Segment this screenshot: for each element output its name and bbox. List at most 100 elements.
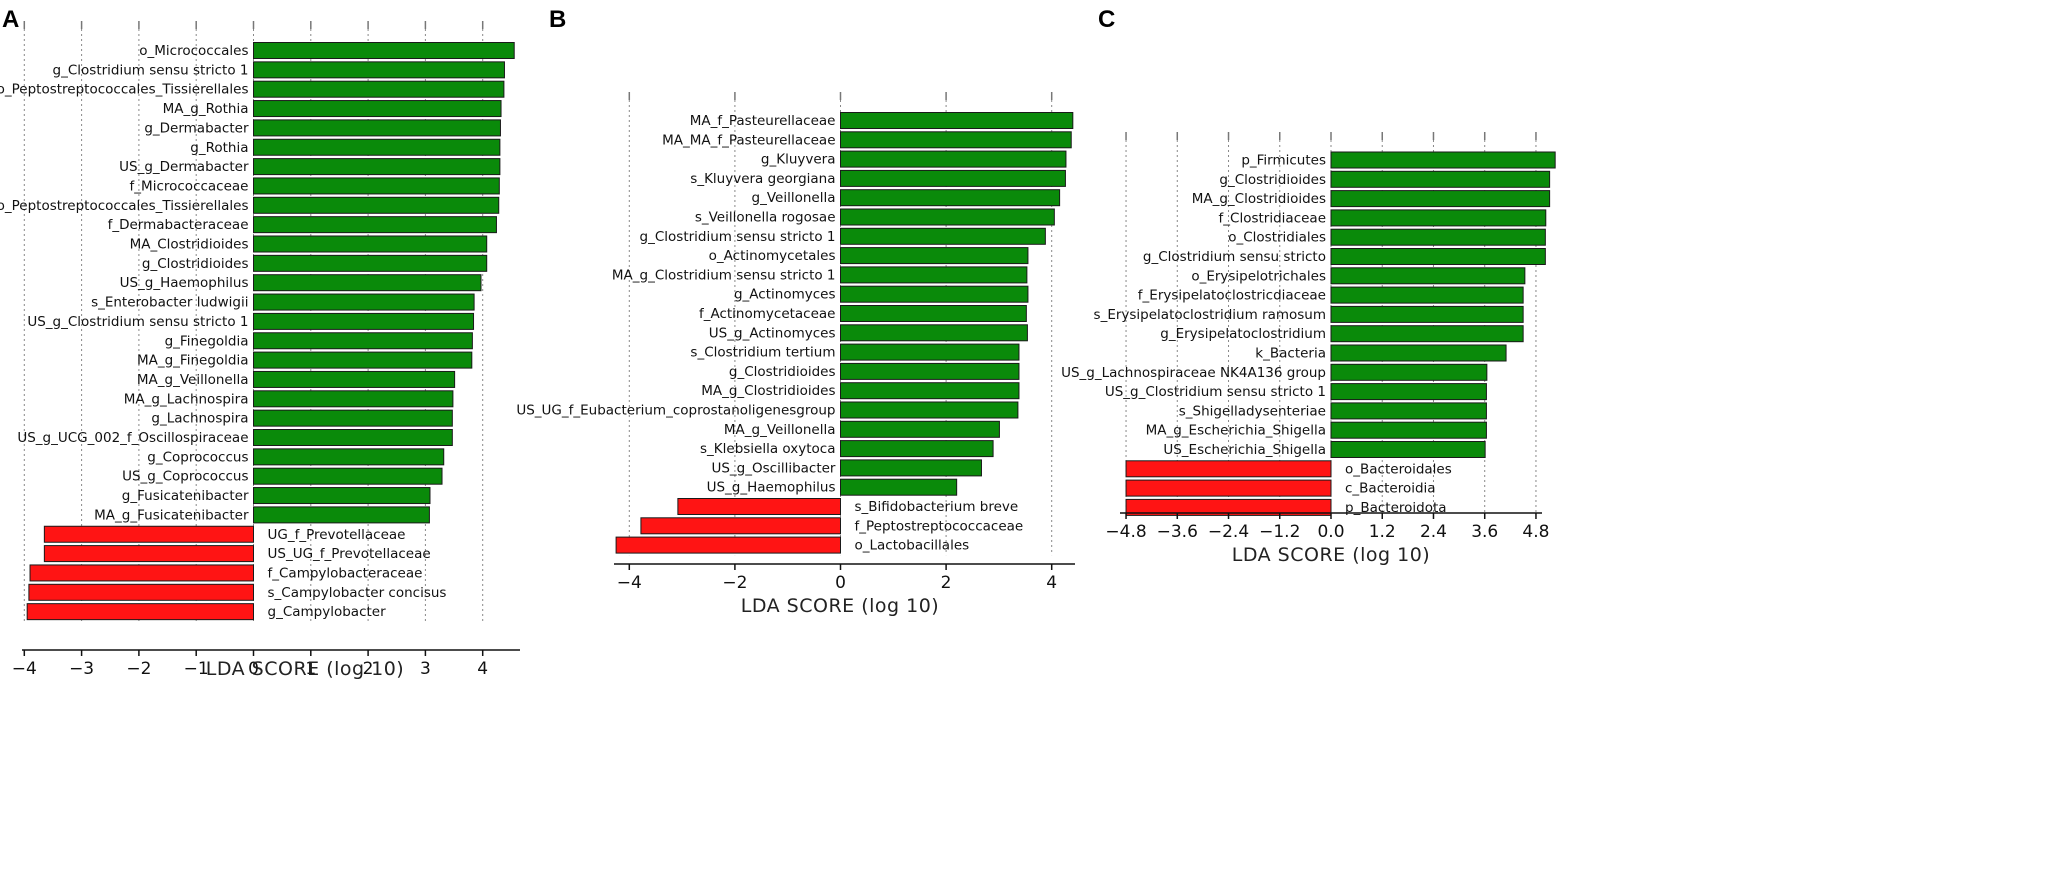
bar-a-16 <box>253 351 473 369</box>
bar-label-c-15: US_Escherichia_Shigella <box>1163 442 1326 458</box>
x-tick-label-a-7: 3 <box>420 659 431 679</box>
panel-letter-b: B <box>549 6 566 33</box>
bar-b-16 <box>840 420 1000 438</box>
bar-a-6 <box>253 158 501 176</box>
bar-label-b-22: o_Lactobacillales <box>855 538 970 554</box>
bar-a-18 <box>253 390 454 408</box>
bar-label-c-9: g_Erysipelatoclostridium <box>1160 326 1326 342</box>
bar-a-24 <box>253 506 430 524</box>
bar-label-b-10: f_Actinomycetaceae <box>699 306 836 322</box>
bar-label-a-11: g_Clostridioides <box>142 256 249 272</box>
bar-a-23 <box>253 487 431 505</box>
bar-label-c-11: US_g_Lachnospiraceae NK4A136 group <box>1061 365 1326 381</box>
x-tick-label-c-3: −1.2 <box>1259 522 1300 542</box>
bar-label-b-5: s_Veillonella rogosae <box>695 210 836 226</box>
bar-label-a-3: MA_g_Rothia <box>163 101 249 117</box>
x-tick-label-a-4: 0 <box>248 659 259 679</box>
x-tick-label-b-2: 0 <box>835 573 846 593</box>
bar-label-c-14: MA_g_Escherichia_Shigella <box>1146 423 1326 439</box>
bar-label-a-28: s_Campylobacter concisus <box>268 585 447 601</box>
bar-c-12 <box>1330 383 1487 401</box>
x-tick-label-c-2: −2.4 <box>1208 522 1249 542</box>
x-tick-label-a-8: 4 <box>477 659 488 679</box>
bar-label-a-7: f_Micrococcaceae <box>130 178 249 194</box>
bar-a-11 <box>253 254 488 272</box>
bar-b-13 <box>840 362 1020 380</box>
bar-label-b-19: US_g_Haemophilus <box>707 480 836 496</box>
bar-b-17 <box>840 440 994 458</box>
bar-label-c-4: o_Clostridiales <box>1228 230 1326 246</box>
bar-label-c-12: US_g_Clostridium sensu stricto 1 <box>1105 384 1326 400</box>
bar-label-a-16: MA_g_Finegoldia <box>137 353 249 369</box>
bar-a-13 <box>253 293 475 311</box>
x-tick-label-b-0: −4 <box>617 573 642 593</box>
bar-a-5 <box>253 138 501 156</box>
bar-c-11 <box>1330 363 1488 381</box>
bar-label-b-17: s_Klebsiella oxytoca <box>700 441 836 457</box>
bar-c-10 <box>1330 344 1507 362</box>
bar-a-26 <box>43 545 255 563</box>
bar-a-14 <box>253 312 475 330</box>
bar-label-a-10: MA_Clostridioides <box>130 237 249 253</box>
bar-label-b-9: g_Actinomyces <box>734 287 836 303</box>
bar-b-2 <box>840 150 1067 168</box>
bar-label-c-5: g_Clostridium sensu stricto <box>1143 249 1326 265</box>
bar-label-a-19: g_Lachnospira <box>151 411 248 427</box>
bar-label-a-13: s_Enterobacter ludwigii <box>91 295 248 311</box>
bar-a-10 <box>253 235 488 253</box>
bar-b-10 <box>840 305 1027 322</box>
bar-label-a-29: g_Campylobacter <box>268 604 387 620</box>
bar-label-c-6: o_Erysipelotrichales <box>1191 268 1326 284</box>
x-tick-label-c-8: 4.8 <box>1522 522 1549 542</box>
bar-b-9 <box>840 285 1029 303</box>
x-tick-label-a-6: 2 <box>363 659 374 679</box>
bar-label-a-2: o_Peptostreptococcales_Tissierellales <box>0 82 249 98</box>
bar-a-1 <box>253 61 505 79</box>
bar-label-a-21: g_Coprococcus <box>147 449 248 465</box>
bar-label-a-20: US_g_UCG_002_f_Oscillospiraceae <box>17 430 248 446</box>
bar-b-7 <box>840 247 1029 265</box>
x-axis-title-a: LDA SCORE (log 10) <box>206 658 404 680</box>
bar-label-b-15: US_UG_f_Eubacterium_coprostanoligenesgro… <box>516 403 835 419</box>
bar-label-b-0: MA_f_Pasteurellaceae <box>690 113 836 129</box>
bar-label-a-14: US_g_Clostridium sensu stricto 1 <box>27 314 248 330</box>
bar-a-15 <box>253 332 473 350</box>
bar-label-c-18: p_Bacteroidota <box>1345 500 1447 516</box>
bar-b-0 <box>840 112 1074 129</box>
bar-a-20 <box>253 429 453 446</box>
bar-b-3 <box>840 169 1066 187</box>
bar-a-7 <box>253 177 500 195</box>
x-tick-label-a-1: −3 <box>69 659 94 679</box>
bar-label-b-21: f_Peptostreptococcaceae <box>855 518 1024 534</box>
bar-c-5 <box>1330 248 1546 265</box>
panel-c: p_Firmicutes g_Clostridioides MA_g_Clostri… <box>1061 132 1556 566</box>
bar-label-b-16: MA_g_Veillonella <box>724 422 836 438</box>
bar-a-19 <box>253 409 453 427</box>
bar-label-b-7: o_Actinomycetales <box>709 248 836 264</box>
bar-c-13 <box>1330 402 1487 420</box>
x-tick-label-b-4: 4 <box>1046 573 1057 593</box>
bar-c-16 <box>1125 460 1332 478</box>
bar-label-c-10: k_Bacteria <box>1255 346 1326 362</box>
x-tick-label-c-1: −3.6 <box>1157 522 1198 542</box>
bar-label-a-9: f_Dermabacteraceae <box>108 217 249 233</box>
bar-label-c-2: MA_g_Clostridioides <box>1192 191 1326 207</box>
bar-c-1 <box>1330 170 1551 188</box>
bar-label-c-3: f_Clostridiaceae <box>1219 210 1326 226</box>
bar-label-a-1: g_Clostridium sensu stricto 1 <box>53 62 249 78</box>
bar-label-c-8: s_Erysipelatoclostridium ramosum <box>1094 307 1326 323</box>
bar-a-0 <box>253 42 515 59</box>
bar-c-15 <box>1330 441 1486 458</box>
bar-c-3 <box>1330 209 1547 227</box>
bar-label-a-17: MA_g_Veillonella <box>137 372 249 388</box>
bar-label-c-7: f_Erysipelatoclostricdiaceae <box>1138 288 1326 304</box>
bar-label-c-1: g_Clostridioides <box>1219 172 1326 188</box>
bar-label-a-27: f_Campylobacteraceae <box>268 565 423 581</box>
bar-label-b-1: MA_MA_f_Pasteurellaceae <box>662 132 835 148</box>
x-axis-title-b: LDA SCORE (log 10) <box>741 595 939 617</box>
bar-b-22 <box>615 536 841 554</box>
bar-label-c-0: p_Firmicutes <box>1241 153 1326 169</box>
bar-b-11 <box>840 324 1028 342</box>
bar-a-3 <box>253 100 502 118</box>
bar-c-0 <box>1330 151 1556 169</box>
